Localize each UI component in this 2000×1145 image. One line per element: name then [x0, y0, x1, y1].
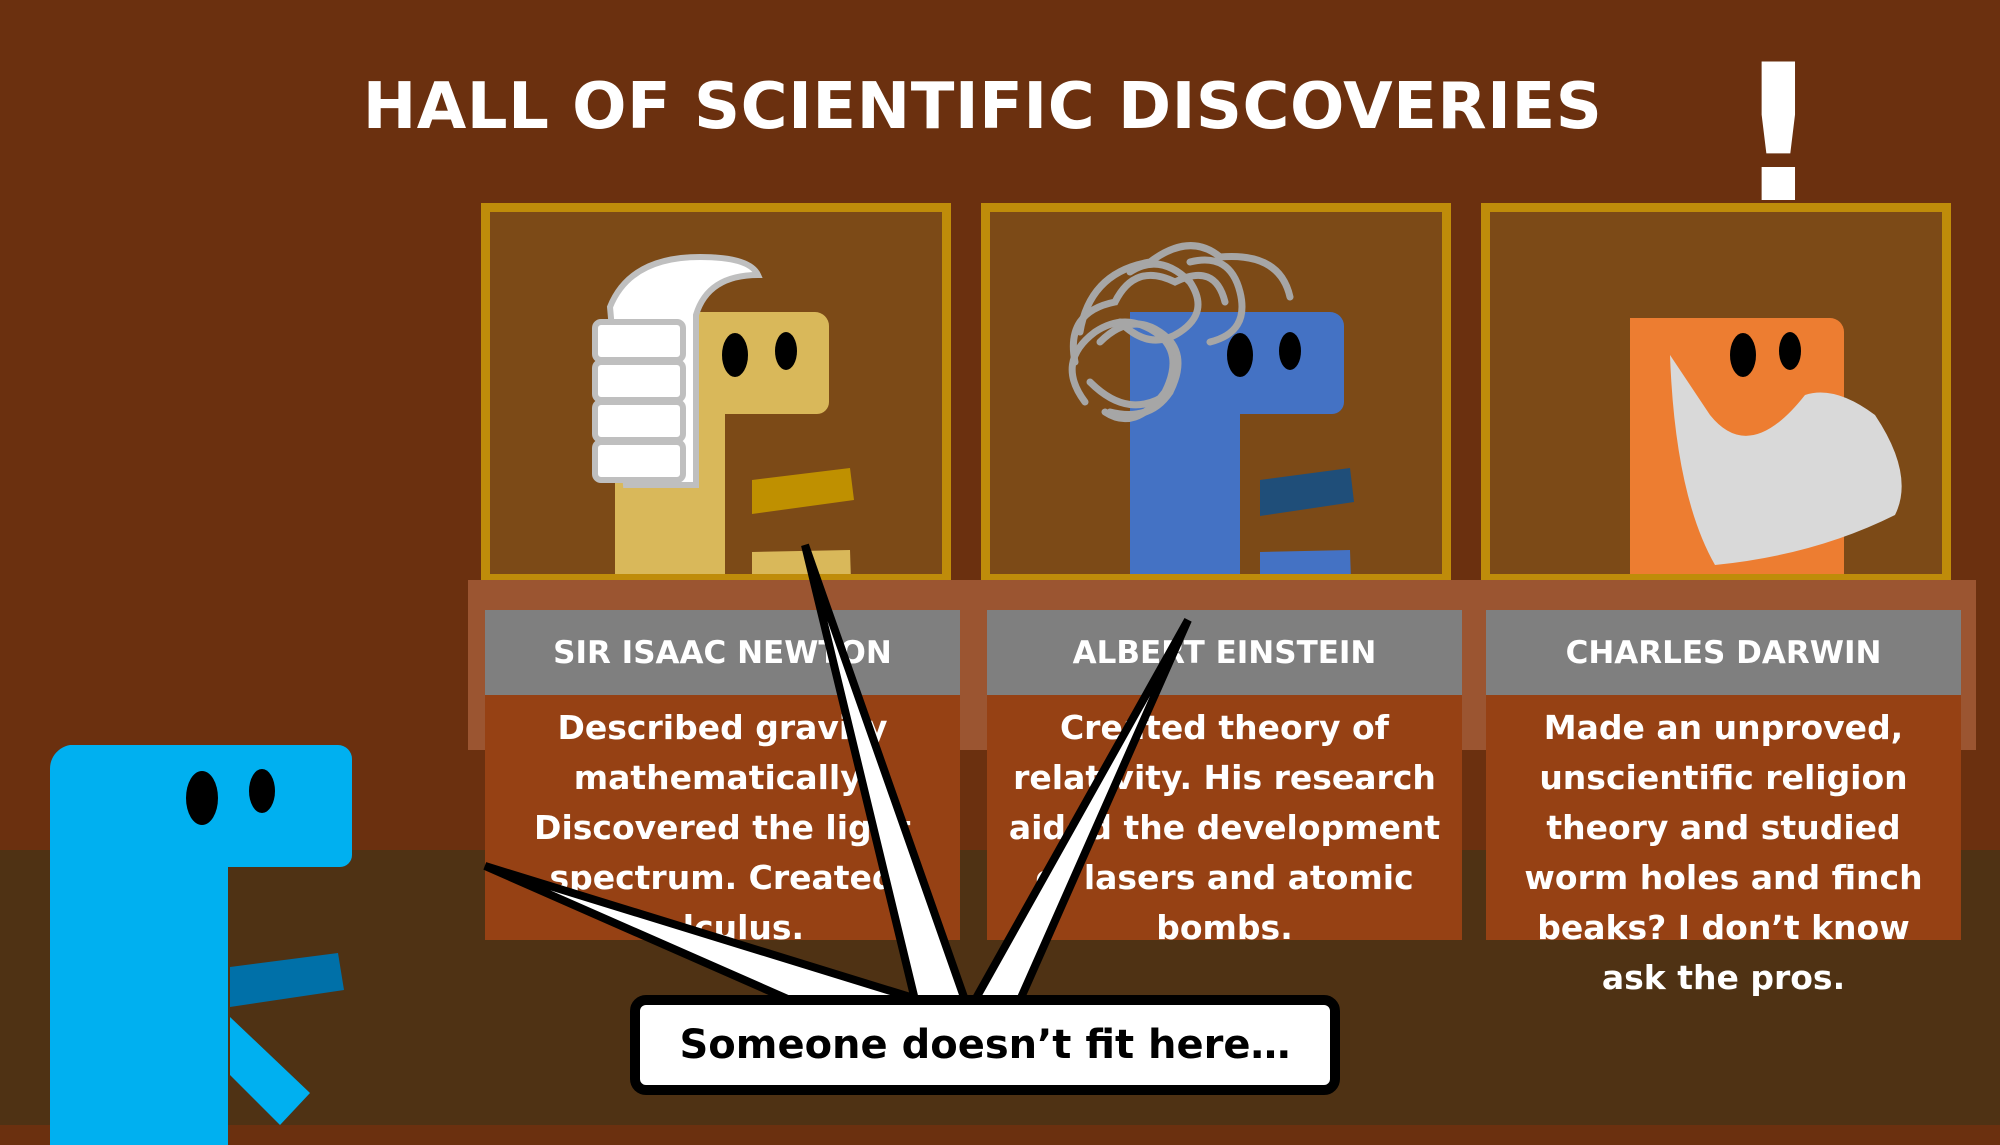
display-case-newton — [481, 203, 951, 583]
display-case-darwin — [1481, 203, 1951, 583]
darwin-dino — [1630, 318, 1902, 574]
newton-dino — [592, 253, 854, 574]
plaque-name-einstein: ALBERT EINSTEIN — [987, 610, 1462, 695]
einstein-dino — [1068, 242, 1354, 574]
exclamation-mark: ! — [1735, 24, 1822, 245]
plaque-darwin: CHARLES DARWIN Made an unproved, unscien… — [1486, 610, 1961, 997]
plaque-description-darwin: Made an unproved, unscientific religion … — [1486, 695, 1961, 997]
plaque-name-darwin: CHARLES DARWIN — [1486, 610, 1961, 695]
display-case-einstein — [981, 203, 1451, 583]
visitor-dino — [49, 745, 352, 1145]
hall-title: HALL OF SCIENTIFIC DISCOVERIES — [362, 70, 1603, 144]
speech-bubble-text: Someone doesn’t fit here… — [679, 1022, 1291, 1068]
speech-bubble: Someone doesn’t fit here… — [630, 995, 1340, 1095]
